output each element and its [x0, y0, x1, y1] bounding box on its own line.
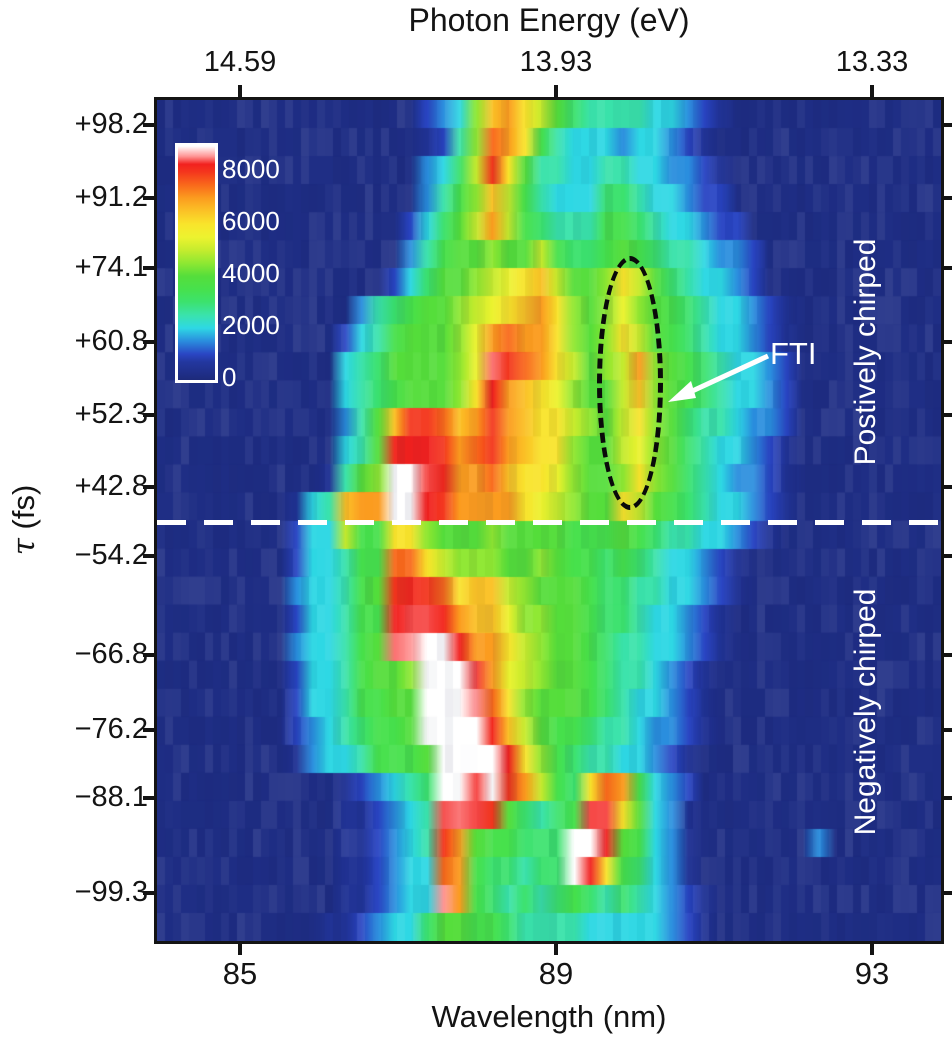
colorbar-tick-label: 8000	[222, 154, 280, 184]
left-y-tick-label: +91.2	[74, 180, 148, 213]
left-y-tick	[143, 122, 157, 127]
bottom-x-tick	[870, 941, 874, 955]
bottom-x-tick-label: 89	[538, 956, 574, 991]
right-y-tick	[941, 485, 952, 490]
left-y-tick-label: +60.8	[74, 324, 148, 357]
left-y-tick-label: −99.3	[74, 875, 148, 908]
top-x-tick-label: 13.93	[519, 46, 593, 78]
colorbar-tick-label: 2000	[222, 310, 280, 340]
left-y-tick-label: −54.2	[74, 538, 148, 571]
left-y-tick	[143, 727, 157, 732]
top-x-tick	[553, 85, 558, 99]
colorbar-tick-label: 0	[222, 362, 237, 392]
left-y-tick-label: +42.8	[74, 470, 148, 503]
left-y-tick-label: −66.8	[74, 637, 148, 670]
left-y-tick	[143, 265, 157, 270]
left-y-tick-label: +98.2	[74, 107, 148, 140]
fti-ellipse-annotation	[597, 256, 663, 510]
left-y-tick-label: +74.1	[74, 250, 148, 283]
top-axis-title: Photon Energy (eV)	[408, 2, 690, 38]
fti-label: FTI	[770, 336, 817, 371]
left-y-tick	[143, 413, 157, 418]
left-y-tick	[143, 890, 157, 895]
bottom-axis-title: Wavelength (nm)	[431, 999, 667, 1034]
colorbar-tick-label: 4000	[222, 258, 280, 288]
top-x-tick-label: 13.33	[835, 46, 909, 78]
left-y-tick-label: −76.2	[74, 712, 148, 745]
bottom-x-tick-label: 85	[222, 956, 258, 991]
zero-delay-divider-line	[157, 520, 941, 525]
right-y-tick	[941, 652, 952, 657]
right-y-tick	[941, 122, 952, 127]
left-y-tick-label: +52.3	[74, 398, 148, 431]
bottom-x-tick	[553, 941, 558, 955]
right-y-tick	[941, 339, 952, 344]
left-y-tick	[143, 796, 157, 801]
right-y-tick	[941, 553, 952, 558]
top-x-tick	[238, 85, 243, 99]
left-y-tick	[143, 195, 157, 200]
positively-chirped-label: Postively chirped	[849, 238, 882, 466]
negatively-chirped-label: Negatively chirped	[849, 588, 882, 836]
left-y-tick	[143, 553, 157, 558]
right-y-tick	[941, 265, 952, 270]
left-y-tick-label: −88.1	[74, 781, 148, 814]
bottom-x-tick-label: 93	[854, 956, 890, 991]
right-y-tick	[941, 413, 952, 418]
colorbar	[175, 143, 218, 383]
top-x-tick	[870, 85, 874, 99]
top-x-tick-label: 14.59	[203, 46, 277, 78]
colorbar-tick-label: 6000	[222, 206, 280, 236]
left-y-tick	[143, 485, 157, 490]
left-y-tick	[143, 652, 157, 657]
right-y-tick	[941, 195, 952, 200]
bottom-x-tick	[238, 941, 243, 955]
right-y-tick	[941, 890, 952, 895]
left-y-tick	[143, 339, 157, 344]
right-y-tick	[941, 727, 952, 732]
right-y-tick	[941, 796, 952, 801]
